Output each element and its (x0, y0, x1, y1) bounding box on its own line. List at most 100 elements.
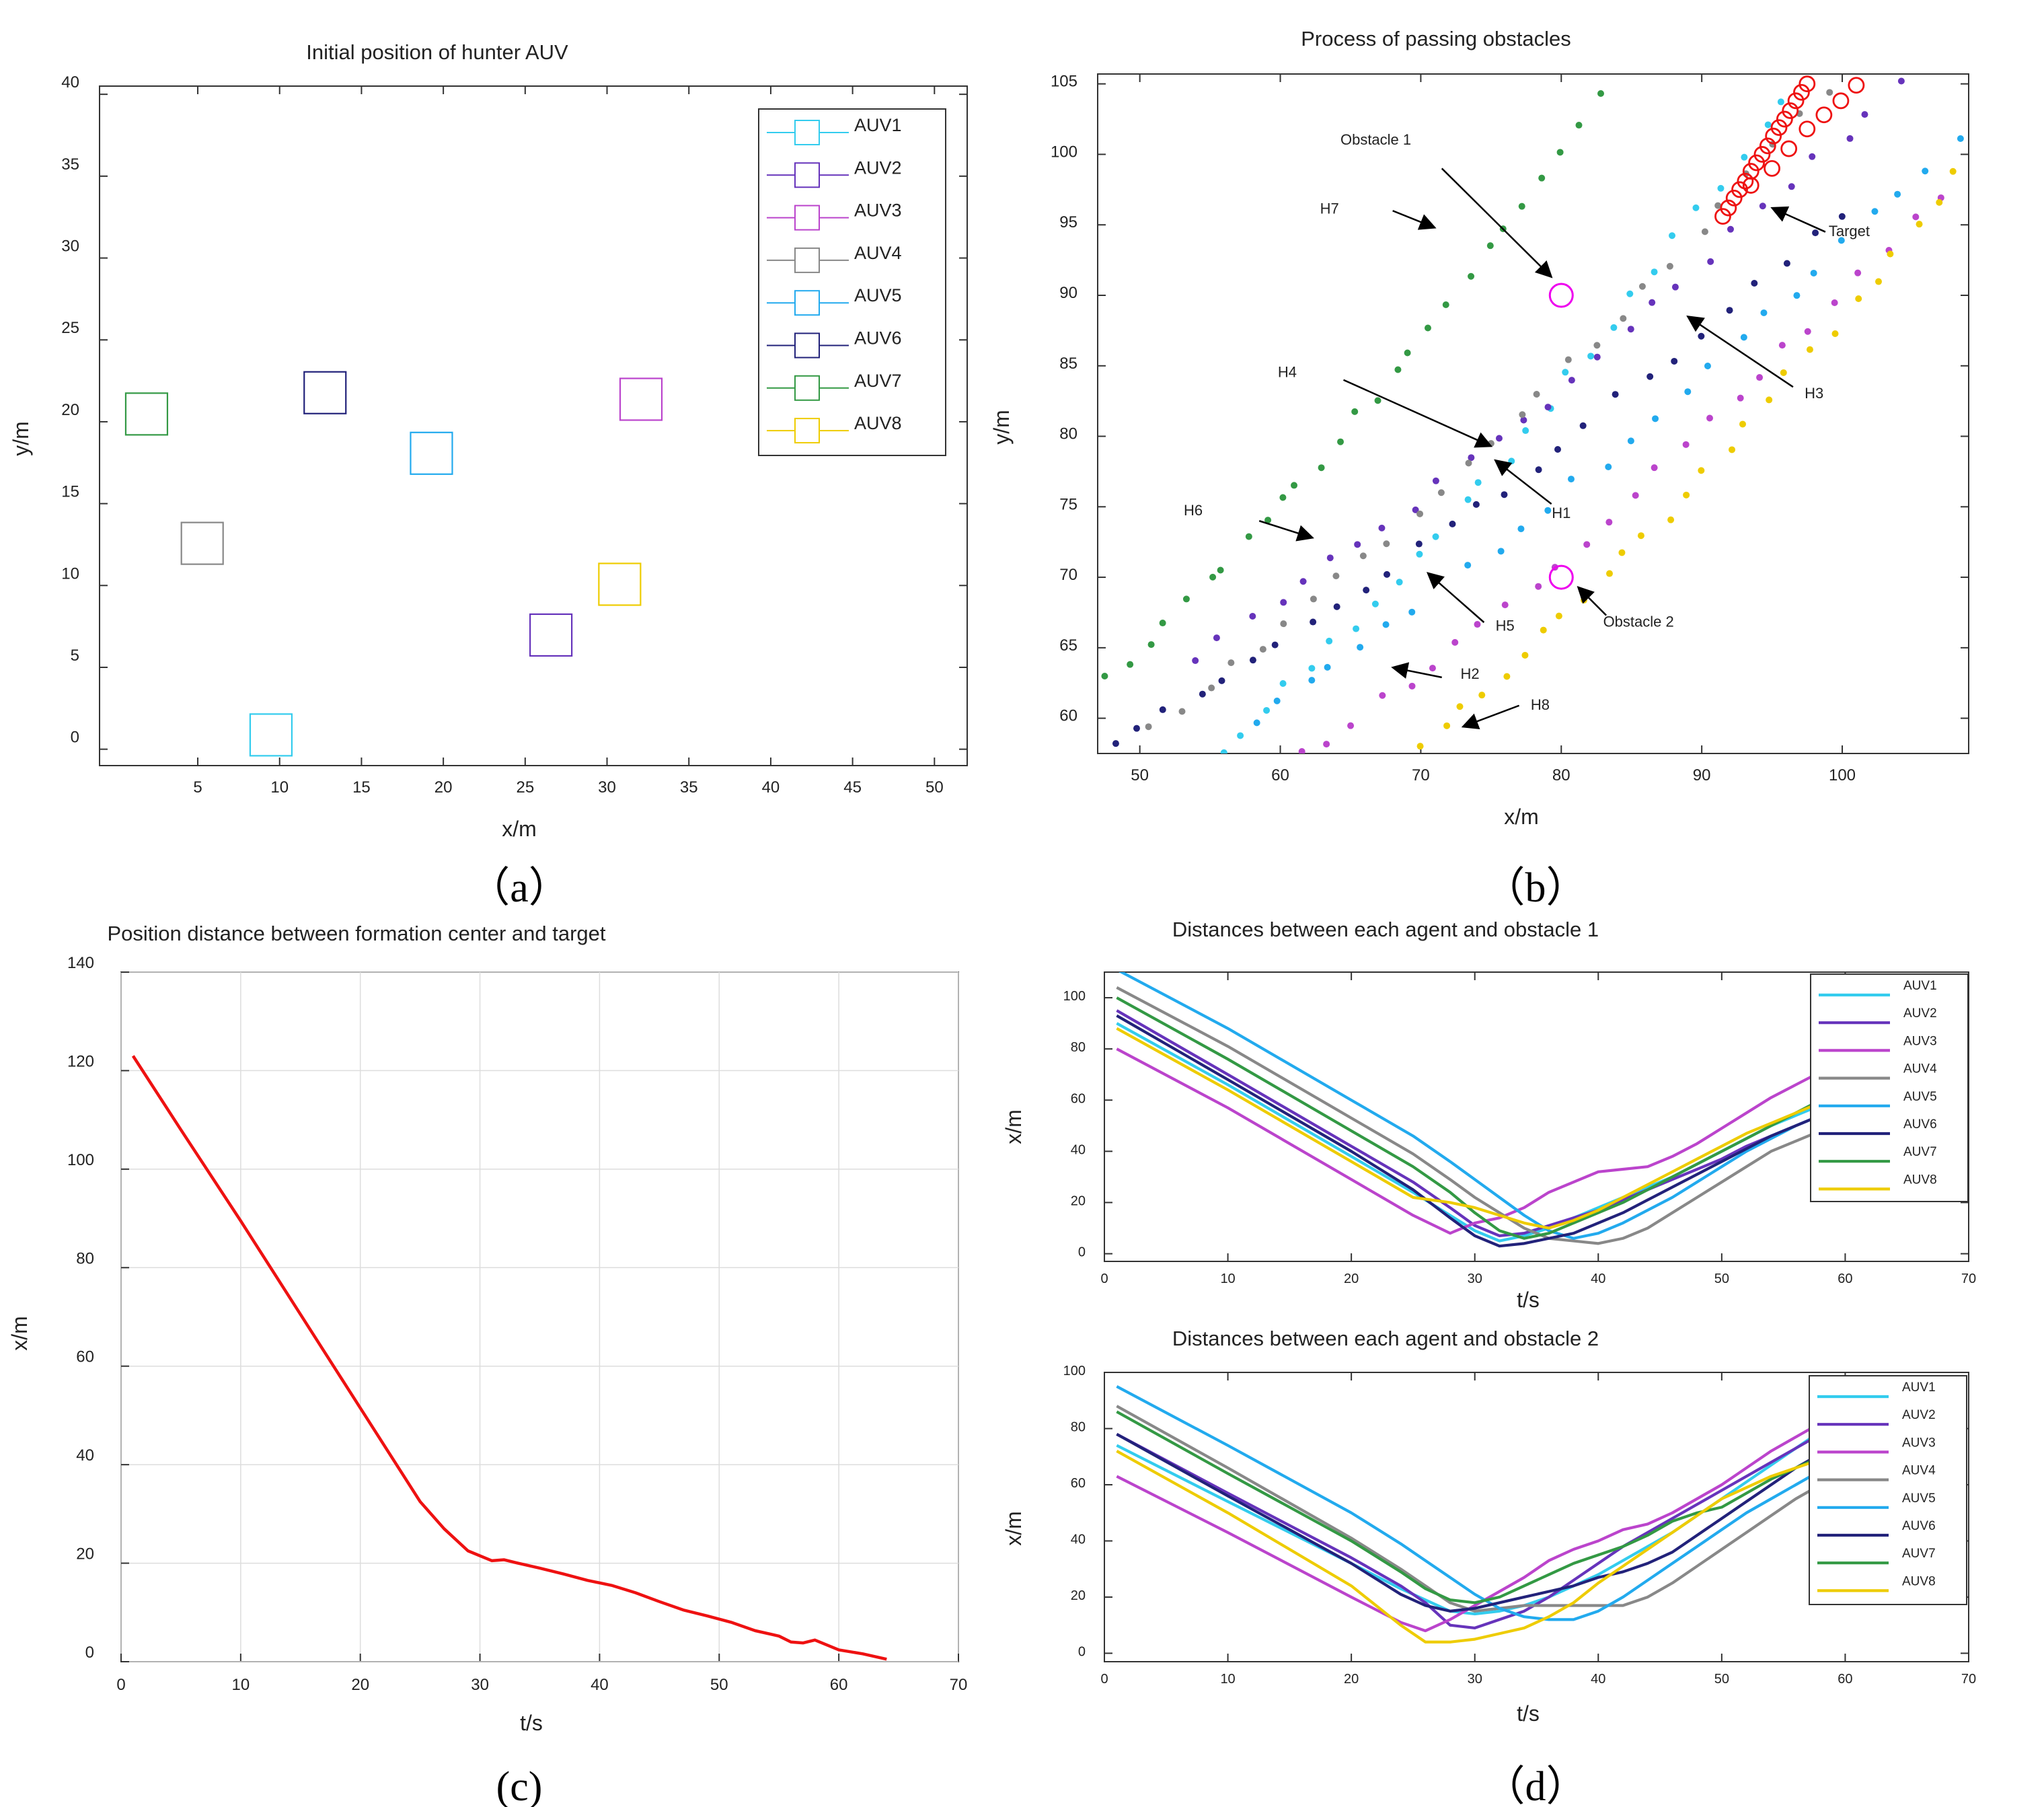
chart-b-ytick-label: 100 (1051, 143, 1077, 161)
chart-b-ytick-label: 80 (1059, 425, 1077, 443)
target-point (1780, 140, 1798, 157)
chart-a-ytick-label: 25 (61, 319, 79, 337)
point-auv4 (1714, 202, 1722, 209)
point-auv3 (1408, 682, 1416, 690)
legend-label-auv2: AUV2 (854, 157, 902, 178)
point-auv3 (1451, 638, 1459, 646)
point-auv6 (1363, 587, 1370, 594)
marker-auv8-initial (598, 562, 642, 606)
chart-c-ytick-label: 80 (76, 1249, 94, 1267)
point-auv7 (1424, 324, 1431, 332)
legend-marker-auv6 (794, 332, 820, 359)
point-auv1 (1587, 353, 1595, 360)
target-point (1742, 177, 1759, 194)
point-auv5 (1464, 562, 1472, 569)
chart-a-xtick-label: 25 (516, 778, 534, 797)
legend-label-auv6: AUV6 (1902, 1519, 1936, 1533)
point-auv4 (1383, 540, 1390, 548)
legend-label-auv7: AUV7 (854, 371, 902, 391)
chart-a-xlabel: x/m (502, 817, 537, 841)
point-auv8 (1766, 396, 1773, 404)
point-auv4 (1332, 573, 1340, 580)
point-auv3 (1778, 342, 1786, 349)
chart-c-axes: 0 10 20 30 40 50 60 70 0 20 40 60 80 100 120 140 (67, 954, 967, 1694)
chart-b-xtick-label: 80 (1552, 766, 1570, 784)
point-auv6 (1333, 603, 1340, 610)
point-auv3 (1912, 213, 1920, 221)
chart-c-ytick-label: 40 (76, 1446, 94, 1465)
chart-b-ylabel: y/m (989, 410, 1014, 445)
point-auv4 (1178, 708, 1186, 715)
series-line-auv1 (1116, 1415, 1846, 1616)
chart-b-annotations: Obstacle 1 Obstacle 2 Target H7 H4 H3 H1 H6 H5 H2… (1184, 131, 1870, 729)
point-auv7 (1351, 408, 1359, 415)
series-line-auv8 (1116, 1449, 1846, 1644)
target-point (1759, 137, 1776, 155)
point-auv5 (1308, 677, 1316, 684)
point-auv3 (1347, 722, 1355, 729)
target-point (1848, 77, 1865, 94)
chart-d2-xtick-label: 20 (1344, 1672, 1359, 1687)
point-auv4 (1638, 283, 1646, 290)
chart-d1-ytick-label: 80 (1071, 1040, 1086, 1055)
annotation-arrow (1258, 520, 1314, 542)
annotation-label: H4 (1278, 364, 1297, 381)
chart-c-ylabel: x/m (7, 1316, 32, 1351)
point-auv6 (1199, 690, 1206, 698)
chart-a-ytick-label: 20 (61, 401, 79, 419)
point-auv4 (1145, 723, 1152, 731)
point-auv5 (1324, 663, 1331, 671)
point-auv3 (1854, 269, 1862, 276)
series-line-auv3 (1116, 1410, 1846, 1633)
point-auv6 (1384, 570, 1391, 578)
chart-d2-ylabel: x/m (1001, 1511, 1026, 1546)
legend-box (758, 108, 946, 456)
point-auv7 (1404, 349, 1411, 357)
point-auv4 (1519, 411, 1526, 418)
target-point (1765, 127, 1782, 145)
legend-label-auv5: AUV5 (1903, 1090, 1937, 1104)
panel-label-c: (c) (496, 1764, 543, 1807)
point-auv5 (1838, 237, 1845, 244)
point-auv7 (1209, 573, 1217, 581)
point-auv3 (1583, 541, 1591, 548)
legend-marker-auv8 (794, 418, 820, 444)
chart-b-ytick-label: 90 (1059, 284, 1077, 302)
point-auv5 (1517, 525, 1525, 533)
point-auv1 (1326, 637, 1333, 644)
annotation-arrow (1426, 572, 1485, 624)
point-auv6 (1501, 491, 1508, 499)
point-auv3 (1605, 519, 1613, 526)
point-auv6 (1812, 229, 1819, 237)
point-auv6 (1726, 307, 1733, 314)
point-auv1 (1522, 427, 1529, 435)
point-auv2 (1432, 477, 1439, 484)
target-point (1720, 199, 1737, 217)
point-auv8 (1521, 651, 1529, 659)
chart-d2-xtick-label: 40 (1591, 1672, 1605, 1687)
chart-b-ytick-label: 70 (1059, 566, 1077, 584)
series-line-auv3 (1116, 1047, 1846, 1235)
chart-d2-ytick-label: 20 (1071, 1588, 1086, 1603)
point-auv7 (1394, 366, 1402, 373)
point-auv8 (1739, 420, 1747, 428)
chart-c-marks (131, 1055, 887, 1661)
point-auv1 (1717, 184, 1725, 192)
chart-d1-xtick-label: 30 (1468, 1271, 1482, 1286)
chart-c-xtick-label: 0 (116, 1676, 125, 1694)
chart-d1-xtick-label: 0 (1100, 1271, 1108, 1286)
chart-b-plot-area (1097, 73, 1969, 754)
point-auv8 (1540, 626, 1547, 634)
point-auv7 (1159, 620, 1166, 627)
point-auv1 (1432, 533, 1439, 540)
point-auv3 (1804, 328, 1811, 335)
target-point (1782, 102, 1799, 119)
point-auv8 (1605, 570, 1613, 577)
point-auv1 (1220, 749, 1227, 753)
point-auv4 (1620, 315, 1627, 322)
target-point (1725, 189, 1743, 207)
point-auv3 (1831, 299, 1838, 307)
point-auv6 (1133, 725, 1140, 732)
target-point (1770, 119, 1788, 137)
point-auv4 (1208, 684, 1215, 692)
